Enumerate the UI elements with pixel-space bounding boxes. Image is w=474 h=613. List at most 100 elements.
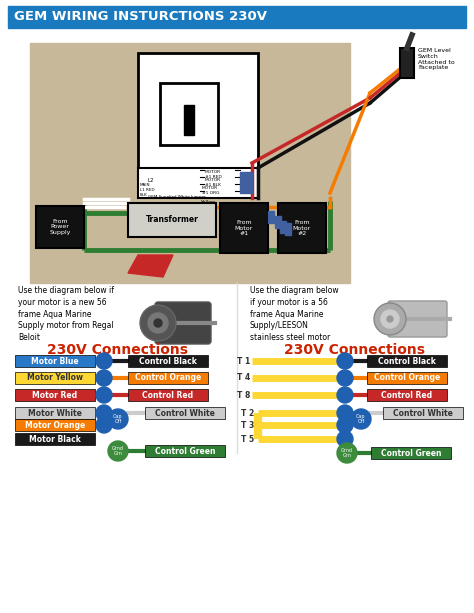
FancyBboxPatch shape — [155, 302, 211, 344]
Circle shape — [351, 409, 371, 429]
Bar — [160, 83, 218, 145]
Circle shape — [337, 431, 353, 447]
Text: T 3: T 3 — [241, 421, 254, 430]
Text: MOTOR
#1 BLK: MOTOR #1 BLK — [205, 178, 221, 186]
Text: Yellow: Yellow — [201, 200, 216, 205]
Text: Transformer: Transformer — [146, 216, 199, 224]
Text: Use the diagram below
if your motor is a 56
frame Aqua Marine
Supply/LEESON
stai: Use the diagram below if your motor is a… — [250, 286, 338, 342]
Bar — [15, 372, 95, 384]
Text: T 2: T 2 — [241, 408, 254, 417]
Text: GEM Level
Switch
Attached to
Faceplate: GEM Level Switch Attached to Faceplate — [418, 48, 455, 70]
Bar — [145, 407, 225, 419]
Circle shape — [96, 387, 112, 403]
Text: MOTOR
#1 ORG: MOTOR #1 ORG — [202, 186, 219, 194]
Bar — [184, 105, 194, 135]
Circle shape — [337, 387, 353, 403]
Text: MAIN
L1 RED
BLK: MAIN L1 RED BLK — [140, 183, 155, 197]
Text: Cap
Off: Cap Off — [356, 414, 366, 424]
Bar — [128, 389, 208, 401]
Bar — [383, 407, 463, 419]
Circle shape — [337, 405, 353, 421]
Bar — [367, 355, 447, 367]
Text: Use the diagram below if
your motor is a new 56
frame Aqua Marine
Supply motor f: Use the diagram below if your motor is a… — [18, 286, 114, 342]
Text: Control Green: Control Green — [155, 446, 215, 455]
Bar — [275, 216, 281, 228]
Bar — [285, 223, 291, 235]
Bar — [220, 203, 268, 253]
Circle shape — [387, 316, 393, 322]
Bar — [36, 206, 84, 248]
Bar — [367, 389, 447, 401]
Circle shape — [337, 353, 353, 369]
Text: T 4: T 4 — [237, 373, 250, 383]
Bar — [8, 6, 466, 28]
Polygon shape — [128, 255, 173, 277]
Circle shape — [154, 319, 162, 327]
Text: Motor Orange: Motor Orange — [25, 421, 85, 430]
Circle shape — [140, 305, 176, 341]
Text: Control Red: Control Red — [382, 390, 433, 400]
Bar — [15, 407, 95, 419]
Text: T 1: T 1 — [237, 357, 250, 365]
Text: Control White: Control White — [155, 408, 215, 417]
Bar — [30, 43, 350, 283]
Bar — [128, 355, 208, 367]
Bar — [280, 221, 286, 233]
Circle shape — [108, 441, 128, 461]
Circle shape — [337, 370, 353, 386]
Bar — [145, 445, 225, 457]
Text: Control Orange: Control Orange — [135, 373, 201, 383]
Text: Grnd
Grn: Grnd Grn — [112, 446, 124, 457]
Text: From
Motor
#1: From Motor #1 — [235, 219, 253, 236]
Circle shape — [108, 409, 128, 429]
Text: Grnd
Grn: Grnd Grn — [341, 447, 353, 459]
Circle shape — [374, 303, 406, 335]
FancyBboxPatch shape — [388, 301, 447, 337]
Text: T 8: T 8 — [237, 390, 250, 400]
Bar — [240, 186, 252, 193]
Bar — [278, 203, 326, 253]
Text: GEM WIRING INSTURCTIONS 230V: GEM WIRING INSTURCTIONS 230V — [14, 10, 267, 23]
Bar — [138, 53, 258, 168]
Bar — [128, 372, 208, 384]
Bar — [128, 203, 216, 237]
Text: Control White: Control White — [393, 408, 453, 417]
Text: MOTOR
#1 RED: MOTOR #1 RED — [205, 170, 222, 178]
Circle shape — [96, 417, 112, 433]
Circle shape — [148, 313, 168, 333]
Bar — [371, 447, 451, 459]
Text: From
Motor
#2: From Motor #2 — [293, 219, 311, 236]
Bar — [268, 211, 274, 223]
Text: 230V Connections: 230V Connections — [47, 343, 189, 357]
Bar — [15, 433, 95, 445]
Circle shape — [381, 310, 399, 328]
Bar — [15, 355, 95, 367]
Text: Control Red: Control Red — [143, 390, 193, 400]
Text: Control Green: Control Green — [381, 449, 441, 457]
Bar — [15, 419, 95, 431]
Text: Control Black: Control Black — [378, 357, 436, 365]
Circle shape — [96, 370, 112, 386]
Bar — [138, 168, 258, 198]
Text: Motor Red: Motor Red — [32, 390, 78, 400]
Bar — [400, 48, 414, 78]
Text: Motor Blue: Motor Blue — [31, 357, 79, 365]
Text: Motor Black: Motor Black — [29, 435, 81, 443]
Text: T 5: T 5 — [241, 435, 254, 443]
Text: Cap
Off: Cap Off — [113, 414, 123, 424]
Circle shape — [96, 405, 112, 421]
Bar — [240, 179, 252, 186]
Text: GEM Supplied White Jumper: GEM Supplied White Jumper — [148, 195, 206, 199]
Text: 230V Connections: 230V Connections — [284, 343, 426, 357]
Text: Control Black: Control Black — [139, 357, 197, 365]
Text: L2: L2 — [148, 178, 155, 183]
Circle shape — [337, 443, 357, 463]
Text: Motor White: Motor White — [28, 408, 82, 417]
Text: Motor Yellow: Motor Yellow — [27, 373, 83, 383]
Text: From
Power
Supply: From Power Supply — [49, 219, 71, 235]
Bar — [15, 389, 95, 401]
Bar — [240, 172, 252, 179]
Text: Control Orange: Control Orange — [374, 373, 440, 383]
Circle shape — [337, 417, 353, 433]
Bar — [367, 372, 447, 384]
